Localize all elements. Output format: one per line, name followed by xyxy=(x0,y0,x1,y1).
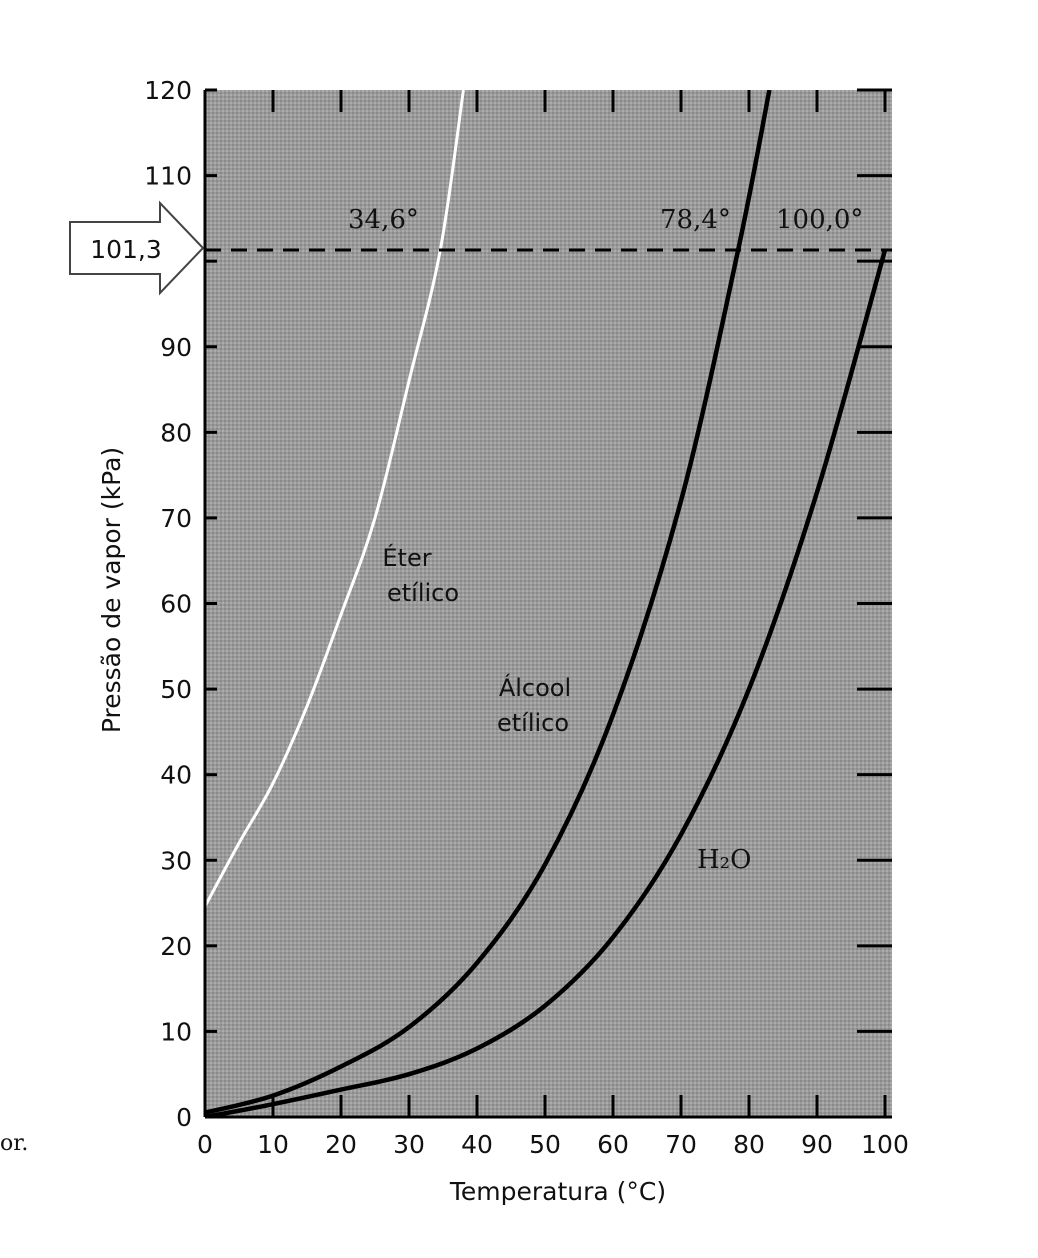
stray-text-left: or. xyxy=(0,1131,28,1156)
x-tick-label: 40 xyxy=(461,1130,493,1159)
x-tick-labels: 0 10 20 30 40 50 60 70 80 90 100 xyxy=(197,1130,909,1159)
label-alcohol-line2: etílico xyxy=(497,709,569,737)
x-tick-label: 70 xyxy=(665,1130,697,1159)
y-tick-label: 20 xyxy=(160,932,192,961)
y-tick-label: 80 xyxy=(160,418,192,447)
pressure-marker-arrow: 101,3 xyxy=(69,200,205,296)
label-ether-line2: etílico xyxy=(387,579,459,607)
y-tick-label: 110 xyxy=(144,162,192,191)
y-tick-label: 90 xyxy=(160,333,192,362)
label-alcohol-line1: Álcool xyxy=(499,673,571,702)
x-tick-label: 80 xyxy=(733,1130,765,1159)
x-tick-label: 50 xyxy=(529,1130,561,1159)
y-tick-label: 40 xyxy=(160,761,192,790)
x-tick-label: 90 xyxy=(801,1130,833,1159)
x-tick-label: 100 xyxy=(861,1130,909,1159)
y-tick-label: 60 xyxy=(160,590,192,619)
x-axis-title: Temperatura (°C) xyxy=(449,1177,666,1206)
y-tick-label: 50 xyxy=(160,675,192,704)
marker-arrow-label: 101,3 xyxy=(90,235,162,264)
y-tick-label: 30 xyxy=(160,846,192,875)
y-tick-labels: 0 10 20 30 40 50 60 70 80 90 110 120 xyxy=(144,76,192,1132)
x-tick-label: 60 xyxy=(597,1130,629,1159)
curve-water xyxy=(205,249,888,1117)
annotation-ether-boiling: 34,6° xyxy=(348,205,419,235)
y-tick-label: 70 xyxy=(160,504,192,533)
annotation-alcohol-boiling: 78,4° xyxy=(660,205,731,235)
y-tick-label: 10 xyxy=(160,1017,192,1046)
y-tick-label: 120 xyxy=(144,76,192,105)
y-tick-label: 0 xyxy=(176,1103,192,1132)
x-tick-label: 20 xyxy=(325,1130,357,1159)
curve-alcohol xyxy=(205,90,772,1115)
label-water: H₂O xyxy=(697,845,751,875)
plot-background xyxy=(205,90,892,1117)
x-tick-label: 30 xyxy=(393,1130,425,1159)
curve-ether xyxy=(205,90,465,908)
x-tick-label: 10 xyxy=(257,1130,289,1159)
x-tick-label: 0 xyxy=(197,1130,213,1159)
curves xyxy=(205,90,888,1117)
y-axis-title: Pressão de vapor (kPa) xyxy=(97,447,126,733)
annotation-water-boiling: 100,0° xyxy=(776,205,863,235)
label-ether-line1: Éter xyxy=(382,543,431,572)
